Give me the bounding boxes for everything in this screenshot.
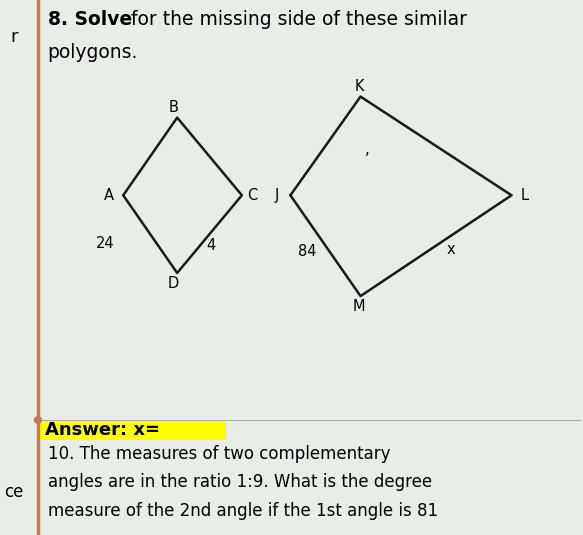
Text: K: K bbox=[354, 79, 364, 94]
Text: M: M bbox=[353, 299, 365, 314]
Text: measure of the 2nd angle if the 1st angle is 81: measure of the 2nd angle if the 1st angl… bbox=[48, 502, 438, 519]
Text: 8. Solve: 8. Solve bbox=[48, 11, 132, 29]
Text: for the missing side of these similar: for the missing side of these similar bbox=[125, 11, 467, 29]
Text: 84: 84 bbox=[298, 244, 317, 259]
Text: r: r bbox=[10, 28, 17, 47]
Text: 4: 4 bbox=[206, 238, 216, 253]
Text: B: B bbox=[168, 100, 178, 114]
Text: 10. The measures of two complementary: 10. The measures of two complementary bbox=[48, 445, 390, 463]
Text: ce: ce bbox=[4, 483, 24, 501]
Text: J: J bbox=[275, 188, 279, 203]
Text: C: C bbox=[248, 188, 258, 203]
Text: polygons.: polygons. bbox=[48, 43, 138, 62]
Text: 24: 24 bbox=[96, 236, 115, 251]
Text: Answer: x=: Answer: x= bbox=[45, 421, 160, 439]
Text: A: A bbox=[104, 188, 114, 203]
Text: ,: , bbox=[365, 142, 370, 157]
Text: L: L bbox=[521, 188, 529, 203]
Text: angles are in the ratio 1:9. What is the degree: angles are in the ratio 1:9. What is the… bbox=[48, 473, 432, 491]
Text: x: x bbox=[447, 242, 455, 257]
Text: D: D bbox=[168, 276, 179, 291]
FancyBboxPatch shape bbox=[40, 420, 226, 440]
